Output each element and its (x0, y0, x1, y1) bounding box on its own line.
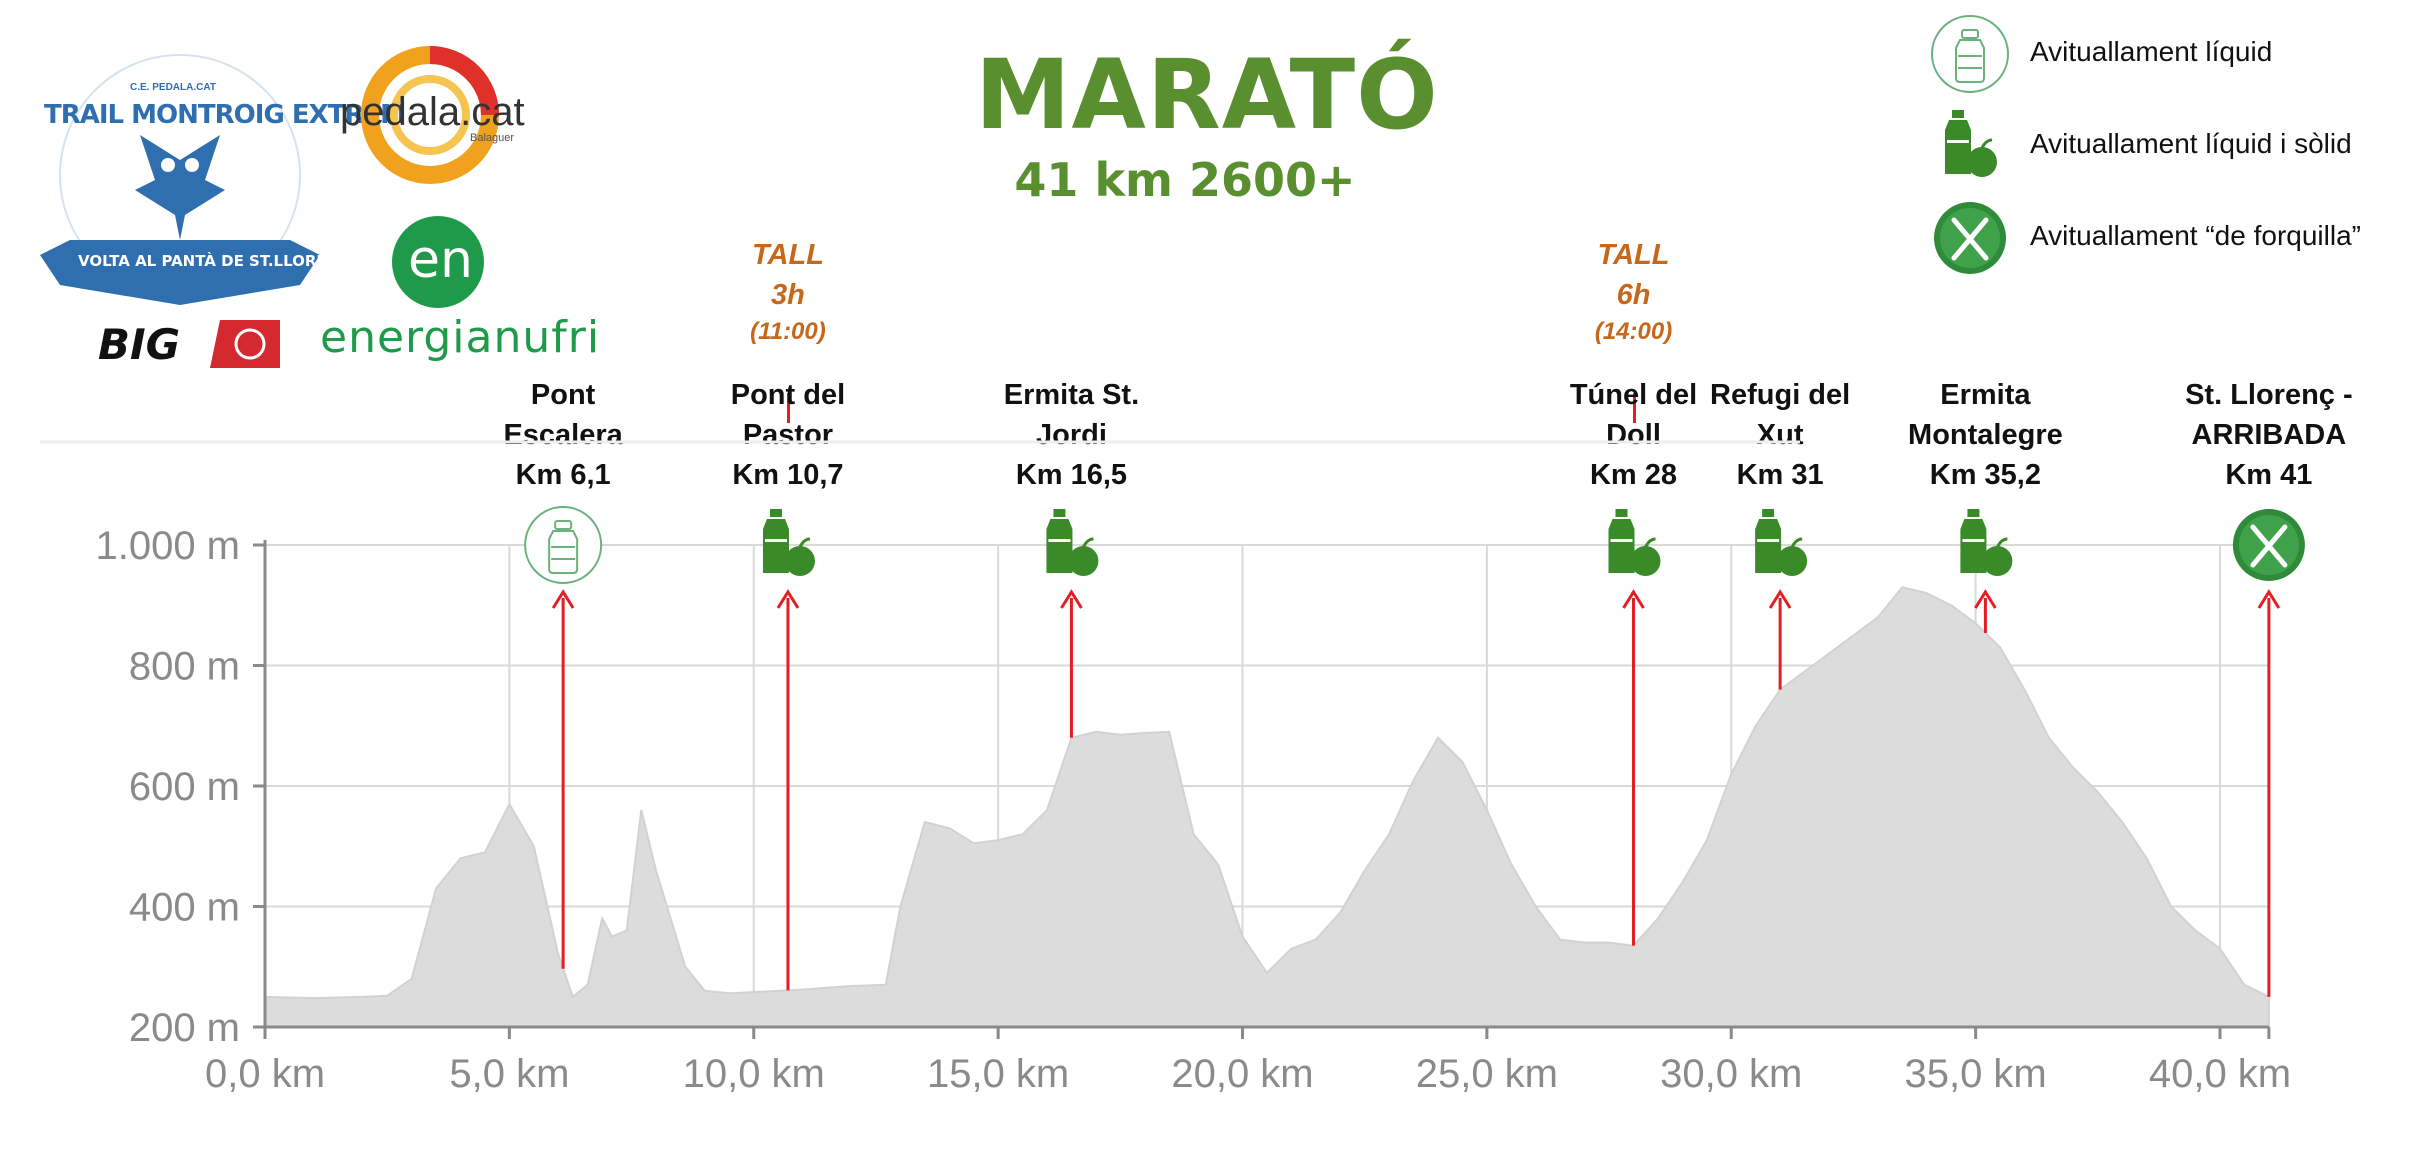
bottle-apple-icon (1960, 509, 2013, 576)
bottle-apple-icon (1755, 509, 1808, 576)
station-label: Ermita Montalegre Km 35,2 (1908, 379, 2063, 491)
x-tick-label: 0,0 km (205, 1052, 325, 1096)
race-subtitle: 41 km 2600+ (1014, 153, 1356, 207)
station-label: Refugi del Xut Km 31 (1710, 379, 1851, 491)
energianufri-mark: en (408, 230, 473, 290)
station-label: Túnel del Doll Km 28 (1569, 379, 1698, 491)
pedala-sub: Balaguer (470, 132, 515, 144)
big-logo: BIG (90, 320, 280, 369)
cutoff-tick (1632, 393, 1636, 423)
bottle-apple-icon (762, 509, 815, 576)
legend-item-liquid-solid: Avituallament líquid i sòlid (1928, 104, 2418, 188)
cutoff-time: 3h (771, 279, 805, 311)
cutoff-clock: (11:00) (750, 318, 826, 345)
race-title: MARATÓ (975, 39, 1439, 151)
trail-top-text: C.E. PEDALA.CAT (130, 82, 216, 93)
y-tick-label: 800 m (129, 645, 240, 689)
title-block: MARATÓ 41 km 2600+ (975, 39, 1439, 210)
x-tick-label: 10,0 km (683, 1052, 825, 1096)
cutoff-annotation: TALL 3h (11:00) (688, 235, 888, 423)
station-arrow-head (1768, 589, 1792, 609)
x-tick-label: 40,0 km (2149, 1052, 2291, 1096)
bottle-apple-icon (1608, 509, 1661, 576)
legend-label-liquid-solid: Avituallament líquid i sòlid (2030, 128, 2352, 159)
legend-item-liquid: Avituallament líquid (1928, 12, 2418, 96)
legend-label-liquid: Avituallament líquid (2030, 36, 2273, 67)
station-arrow-head (2257, 589, 2281, 609)
station-arrow-head (1060, 589, 1083, 609)
energianufri-mark-icon (392, 216, 484, 308)
fork-knife-icon (1928, 196, 2012, 280)
big-name: BIG (98, 320, 181, 369)
pedala-ring-icon (361, 46, 499, 184)
energianufri-name: energianufri (320, 312, 601, 363)
cutoff-tick (786, 393, 790, 423)
x-tick-label: 20,0 km (1171, 1052, 1313, 1096)
pedala-logo: pedala.cat Balaguer (330, 40, 530, 190)
energianufri-logo: en energianufri (318, 210, 599, 370)
water-bottle-icon (524, 506, 603, 584)
legend-item-fork: Avituallament “de forquilla” (1928, 196, 2418, 280)
y-tick-label: 200 m (129, 1006, 240, 1050)
station-arrow-head (1622, 589, 1645, 609)
elevation-area (264, 586, 2270, 1028)
station-arrow-head (776, 589, 800, 609)
bottle-apple-icon (1046, 509, 1099, 576)
station-label: Ermita St. Jordi Km 16,5 (1003, 379, 1140, 491)
x-tick-label: 15,0 km (927, 1052, 1069, 1096)
x-tick-label: 25,0 km (1416, 1052, 1558, 1096)
y-tick-label: 400 m (129, 886, 240, 930)
x-tick-label: 30,0 km (1660, 1052, 1802, 1096)
cutoff-word: TALL (1597, 239, 1670, 271)
trail-ribbon-text: VOLTA AL PANTÀ DE ST.LLORENÇ (78, 252, 351, 270)
fork-knife-icon (2232, 509, 2305, 581)
big-mark-icon (90, 320, 280, 368)
cutoff-annotation: TALL 6h (14:00) (1534, 235, 1734, 423)
trail-montroig-emblem-icon (40, 54, 320, 305)
station-label: Pont Escalera Km 6,1 (503, 379, 623, 491)
cutoff-word: TALL (751, 239, 824, 271)
cutoff-time: 6h (1616, 279, 1651, 311)
y-tick-label: 1.000 m (95, 524, 240, 568)
pedala-name: pedala.cat (340, 90, 525, 134)
x-tick-label: 35,0 km (1904, 1052, 2046, 1096)
x-tick-label: 5,0 km (449, 1052, 569, 1096)
trail-montroig-logo: C.E. PEDALA.CAT TRAIL MONTROIG EXTREM VO… (30, 40, 406, 320)
station-arrow-head (551, 589, 575, 609)
cutoff-clock: (14:00) (1594, 318, 1673, 345)
y-tick-label: 600 m (129, 765, 240, 809)
station-label: St. Llorenç - ARRIBADA Km 41 (2185, 379, 2353, 491)
trail-name: TRAIL MONTROIG EXTREM (44, 100, 406, 130)
water-bottle-icon (1928, 12, 2012, 96)
legend-label-fork: Avituallament “de forquilla” (2030, 220, 2361, 251)
bottle-apple-icon (1928, 104, 2012, 188)
station-label: Pont del Pastor Km 10,7 (730, 379, 846, 491)
station-arrow-head (1974, 589, 1997, 609)
